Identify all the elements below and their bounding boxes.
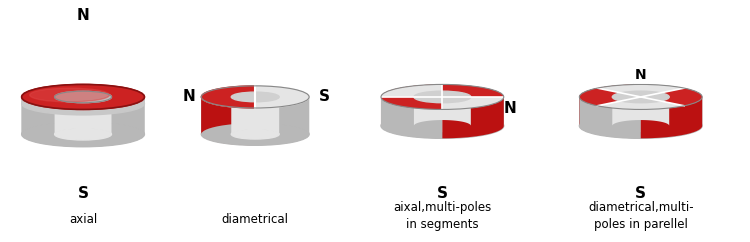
Polygon shape (597, 84, 684, 97)
Ellipse shape (231, 129, 279, 139)
Ellipse shape (22, 84, 145, 109)
Polygon shape (255, 97, 309, 145)
Ellipse shape (381, 113, 504, 138)
Polygon shape (201, 86, 255, 108)
Polygon shape (381, 84, 442, 97)
Polygon shape (22, 97, 145, 147)
Text: S: S (436, 186, 448, 201)
Text: aixal,multi-poles
in segments: aixal,multi-poles in segments (393, 201, 491, 231)
Polygon shape (442, 84, 504, 97)
Polygon shape (442, 84, 504, 126)
Polygon shape (612, 91, 669, 126)
Polygon shape (579, 97, 640, 138)
Polygon shape (381, 84, 442, 126)
Text: N: N (76, 8, 89, 23)
Polygon shape (381, 97, 442, 138)
Polygon shape (201, 97, 255, 145)
Polygon shape (640, 97, 702, 138)
Ellipse shape (53, 98, 113, 110)
Polygon shape (640, 84, 702, 126)
Ellipse shape (612, 120, 669, 132)
Polygon shape (579, 84, 640, 126)
Polygon shape (442, 97, 504, 138)
Text: N: N (635, 68, 646, 82)
Polygon shape (255, 86, 309, 134)
Polygon shape (381, 84, 442, 126)
Text: S: S (77, 186, 88, 201)
Ellipse shape (612, 91, 669, 103)
Polygon shape (442, 97, 504, 109)
Text: N: N (503, 101, 516, 116)
Polygon shape (442, 84, 504, 126)
Polygon shape (640, 97, 702, 138)
Polygon shape (381, 97, 442, 109)
Text: diametrical,multi-
poles in parellel: diametrical,multi- poles in parellel (588, 201, 694, 231)
Ellipse shape (201, 86, 309, 108)
Polygon shape (580, 88, 640, 106)
Ellipse shape (414, 91, 471, 103)
Ellipse shape (55, 129, 112, 140)
Ellipse shape (22, 122, 145, 147)
Polygon shape (442, 97, 504, 138)
Ellipse shape (579, 113, 702, 138)
Polygon shape (640, 84, 702, 126)
Ellipse shape (201, 123, 309, 145)
Polygon shape (22, 84, 145, 134)
Ellipse shape (231, 92, 279, 102)
Polygon shape (414, 91, 471, 126)
Polygon shape (381, 97, 442, 138)
Polygon shape (231, 92, 279, 134)
Polygon shape (579, 84, 640, 126)
Text: N: N (183, 90, 196, 105)
Polygon shape (640, 88, 702, 106)
Polygon shape (201, 86, 255, 134)
Polygon shape (597, 97, 684, 109)
Text: S: S (319, 90, 329, 105)
Polygon shape (579, 97, 640, 138)
Text: axial: axial (69, 213, 98, 226)
Text: diametrical: diametrical (222, 213, 289, 226)
Text: S: S (635, 186, 646, 201)
Ellipse shape (414, 120, 471, 132)
Ellipse shape (30, 88, 109, 102)
Polygon shape (55, 91, 112, 134)
Ellipse shape (55, 91, 112, 103)
Ellipse shape (22, 92, 145, 115)
